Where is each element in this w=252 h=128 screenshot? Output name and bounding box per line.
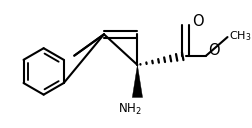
Text: O: O [192,14,204,29]
Polygon shape [132,65,143,97]
Text: NH$_2$: NH$_2$ [118,102,142,117]
Text: O: O [208,43,219,58]
Text: $\mathdefault{CH_3}$: $\mathdefault{CH_3}$ [229,29,252,43]
